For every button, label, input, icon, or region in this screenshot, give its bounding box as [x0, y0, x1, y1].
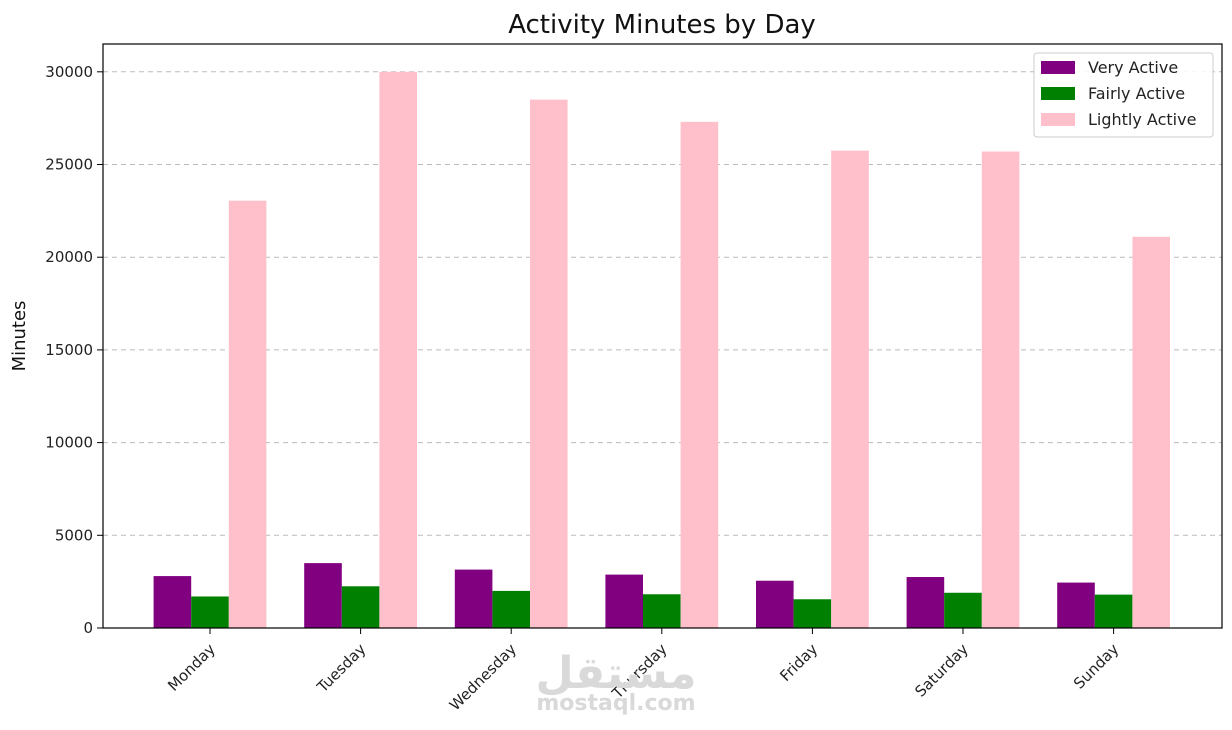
watermark-latin: mostaql.com [536, 691, 695, 716]
y-tick-label: 15000 [45, 341, 93, 359]
chart-title: Activity Minutes by Day [508, 10, 816, 40]
watermark-arabic: مستقل [536, 648, 697, 699]
x-tick-label: Sunday [1070, 640, 1123, 693]
bar-fairly-active-monday [191, 596, 229, 628]
grid-lines [103, 71, 1222, 536]
legend: Very Active Fairly Active Lightly Active [1033, 52, 1214, 138]
bar-fairly-active-sunday [1094, 594, 1133, 628]
x-tick-label: Wednesday [446, 640, 520, 714]
legend-swatch [1041, 113, 1075, 126]
x-tick-label: Friday [776, 640, 821, 685]
legend-entry: Lightly Active [1088, 110, 1196, 129]
x-tick-label: Saturday [911, 640, 972, 701]
legend-frame [1033, 52, 1214, 138]
bar-fairly-active-thursday [643, 594, 681, 628]
bar-fairly-active-saturday [944, 592, 982, 628]
legend-entry: Very Active [1088, 58, 1178, 77]
legend-entry: Fairly Active [1088, 84, 1185, 103]
bar-very-active-tuesday [304, 563, 342, 628]
y-tick-label: 0 [83, 619, 93, 637]
bar-lightly-active-sunday [1132, 236, 1170, 629]
bar-fairly-active-friday [793, 599, 832, 628]
bar-lightly-active-tuesday [379, 71, 417, 629]
y-ticks: 0 5000 10000 15000 20000 25000 30000 [45, 63, 103, 637]
legend-swatch [1041, 61, 1075, 74]
bar-lightly-active-monday [228, 200, 267, 628]
bar-very-active-monday [153, 576, 192, 628]
bar-fairly-active-wednesday [492, 590, 530, 628]
y-axis-label: Minutes [9, 301, 30, 372]
bar-very-active-sunday [1057, 582, 1095, 628]
bar-lightly-active-saturday [981, 151, 1020, 628]
y-tick-label: 10000 [45, 434, 93, 452]
bar-lightly-active-wednesday [530, 99, 568, 629]
bar-lightly-active-friday [831, 150, 869, 628]
y-tick-label: 20000 [45, 248, 93, 266]
plot-frame [102, 43, 1223, 629]
bar-very-active-saturday [906, 577, 945, 628]
x-tick-label: Monday [164, 640, 219, 695]
bar-fairly-active-tuesday [341, 586, 380, 628]
y-tick-label: 25000 [45, 156, 93, 174]
bar-lightly-active-thursday [680, 121, 719, 628]
bars [153, 71, 1170, 629]
x-tick-label: Tuesday [313, 640, 370, 697]
watermark: مستقل mostaql.com [536, 648, 697, 716]
bar-very-active-friday [756, 580, 794, 628]
legend-swatch [1041, 87, 1075, 100]
y-tick-label: 30000 [45, 63, 93, 81]
bar-very-active-thursday [605, 574, 643, 628]
y-tick-label: 5000 [55, 526, 93, 544]
bar-very-active-wednesday [454, 569, 493, 628]
